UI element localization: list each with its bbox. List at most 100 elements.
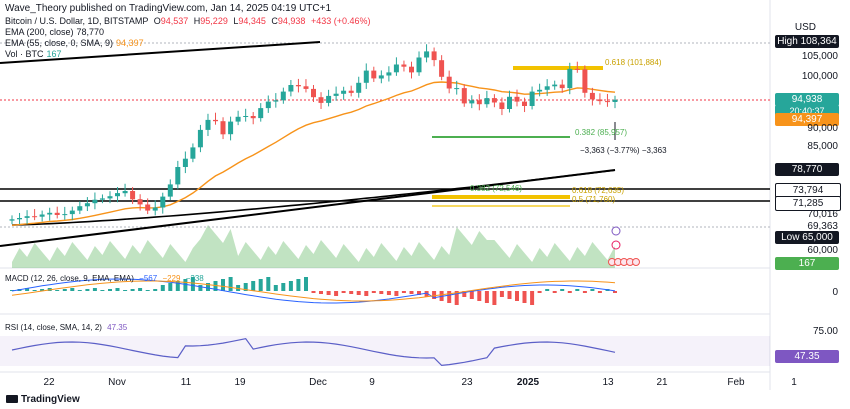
macd-histogram-bar	[92, 288, 97, 291]
time-label: 2025	[516, 377, 540, 388]
price-label: 100,000	[801, 71, 838, 82]
candle-body	[265, 101, 271, 109]
candle-body	[280, 91, 286, 101]
candle-body	[197, 129, 203, 148]
candle-body	[326, 95, 332, 103]
candle-body	[574, 68, 580, 70]
price-label: 60,000	[807, 245, 838, 256]
macd-histogram-bar	[545, 289, 550, 291]
macd-histogram-bar	[304, 277, 308, 291]
candle-body	[363, 70, 369, 83]
macd-histogram-bar	[175, 281, 180, 291]
macd-histogram-bar	[507, 291, 512, 299]
candle-body	[92, 199, 98, 204]
candle-body	[559, 84, 565, 89]
macd-histogram-bar	[613, 291, 617, 293]
macd-histogram-bar	[198, 285, 203, 291]
currency-label: USD	[794, 22, 816, 33]
candle-body	[454, 88, 460, 90]
macd-histogram-bar	[401, 291, 406, 293]
candle-body	[122, 191, 128, 194]
macd-histogram-bar	[567, 291, 572, 293]
macd-histogram-bar	[424, 291, 429, 297]
trend-line-upper	[0, 41, 321, 64]
time-label: 23	[461, 377, 473, 388]
publisher-line: Wave_Theory published on TradingView.com…	[5, 3, 332, 14]
macd-histogram-bar	[492, 291, 497, 305]
time-label: 13	[602, 377, 614, 388]
candle-body	[84, 203, 90, 207]
macd-histogram-bar	[319, 291, 323, 294]
fib-618-zone	[513, 66, 603, 70]
candle-body	[17, 218, 22, 220]
candle-body	[484, 98, 490, 105]
rsi-band	[0, 336, 770, 366]
macd-histogram-bar	[371, 291, 376, 293]
volume-area	[12, 225, 615, 268]
candle-body	[273, 100, 279, 102]
change-value: +433 (+0.46%)	[310, 16, 371, 26]
macd-histogram-bar	[590, 289, 595, 291]
macd-histogram-bar	[515, 291, 519, 301]
candle-body	[137, 199, 143, 205]
candle-body	[152, 207, 158, 211]
macd-line	[11, 278, 616, 304]
macd-histogram-bar	[228, 277, 233, 291]
candle-body	[69, 210, 75, 215]
macd-histogram-bar	[582, 291, 587, 293]
candle-body	[243, 116, 249, 117]
time-label: Feb	[727, 377, 745, 388]
macd-histogram-bar	[160, 285, 165, 291]
candle-body	[393, 64, 399, 73]
candle-body	[409, 66, 414, 73]
event-marker	[632, 258, 640, 266]
symbol-legend: Bitcoin / U.S. Dollar, 1D, BITSTAMP O94,…	[5, 16, 371, 26]
candle-body	[431, 51, 437, 61]
macd-histogram-bar	[311, 291, 316, 293]
last-price-tag: 94,938	[775, 93, 839, 106]
candle-body	[424, 51, 430, 58]
fib-382-low-label: 0.382 (72,546)	[470, 184, 523, 193]
candle-body	[107, 196, 113, 199]
fib-618-low-label: 0.618 (72,635)	[572, 186, 625, 195]
candle-body	[288, 85, 294, 92]
candle-body	[476, 100, 482, 105]
candle-body	[356, 82, 362, 93]
ema55-line	[11, 81, 616, 226]
candle-body	[605, 101, 610, 103]
macd-histogram-bar	[115, 288, 120, 291]
macd-histogram-bar	[394, 291, 399, 296]
macd-histogram-bar	[462, 291, 467, 297]
macd-histogram-bar	[575, 289, 580, 291]
macd-histogram-bar	[55, 290, 60, 291]
candle-body	[469, 100, 475, 104]
candle-body	[333, 93, 339, 96]
time-label: Nov	[108, 377, 126, 388]
candle-body	[303, 86, 309, 89]
price-label: 90,000	[807, 123, 838, 134]
open-value: 94,537	[160, 16, 189, 26]
tv-icon	[6, 395, 18, 404]
high-tag: High 108,364	[775, 35, 839, 48]
candle-body	[9, 219, 15, 221]
macd-histogram-bar	[108, 289, 112, 291]
candle-body	[371, 70, 377, 79]
macd-histogram-bar	[288, 281, 293, 291]
candle-body	[552, 84, 558, 87]
close-value: 94,938	[277, 16, 306, 26]
macd-histogram-bar	[206, 283, 210, 291]
low-tag: Low 65,000	[775, 231, 839, 244]
macd-histogram-bar	[100, 290, 105, 291]
candle-body	[567, 68, 573, 89]
tradingview-logo[interactable]: TradingView	[6, 394, 80, 405]
candle-body	[439, 60, 445, 77]
volume-legend: Vol · BTC 167	[5, 49, 62, 59]
macd-histogram-bar	[469, 291, 474, 299]
candle-body	[228, 121, 234, 135]
candle-body	[491, 98, 497, 103]
time-label: 11	[180, 377, 192, 388]
volume-tag: 167	[775, 257, 839, 270]
time-label: Dec	[309, 377, 327, 388]
